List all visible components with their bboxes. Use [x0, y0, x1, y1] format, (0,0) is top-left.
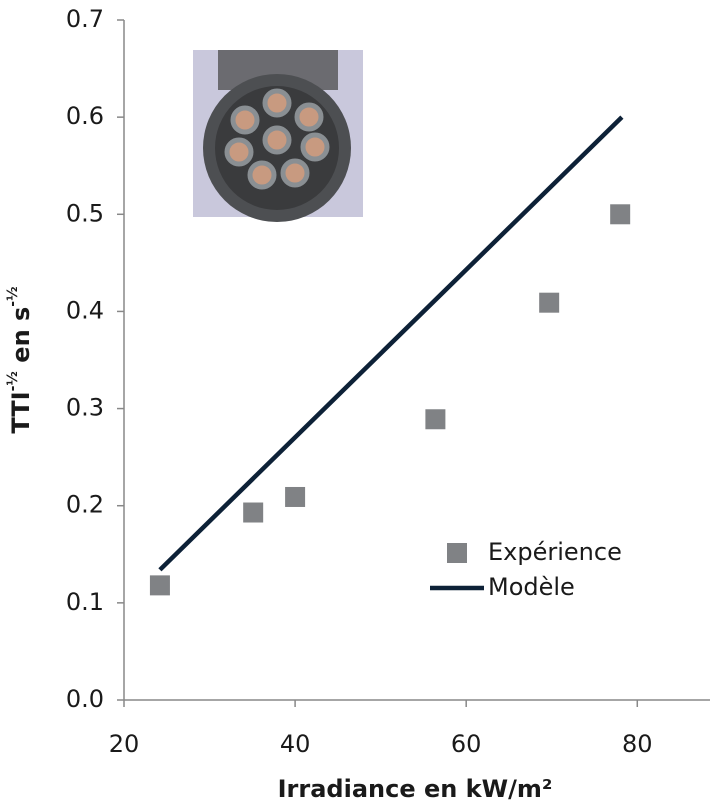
- y-tick-label: 0.4: [66, 296, 104, 324]
- data-point: [610, 204, 630, 224]
- y-tick-label: 0.0: [66, 685, 104, 713]
- x-axis-label: Irradiance en kW/m²: [278, 775, 553, 803]
- y-tick-label: 0.6: [66, 102, 104, 130]
- y-tick-label: 0.2: [66, 491, 104, 519]
- chart: Irradiance en kW/m² TTI-½ en s-½ 0.0 0.1 0…: [0, 0, 713, 806]
- data-point: [150, 575, 170, 595]
- x-tick-label: 80: [622, 730, 653, 758]
- y-tick-label: 0.7: [66, 5, 104, 33]
- x-tick-label: 40: [280, 730, 311, 758]
- data-point: [539, 293, 559, 313]
- legend-label: Modèle: [488, 573, 575, 601]
- x-tick-label: 60: [451, 730, 482, 758]
- data-point: [243, 503, 263, 523]
- y-tick-label: 0.1: [66, 588, 104, 616]
- x-tick-label: 20: [109, 730, 140, 758]
- legend-label: Expérience: [488, 538, 622, 566]
- data-point: [425, 409, 445, 429]
- y-tick-label: 0.5: [66, 199, 104, 227]
- cable-photo: [193, 50, 363, 222]
- data-point: [285, 487, 305, 507]
- legend-marker: [447, 543, 467, 563]
- y-axis-label: TTI-½ en s-½: [5, 286, 35, 433]
- y-tick-label: 0.3: [66, 394, 104, 422]
